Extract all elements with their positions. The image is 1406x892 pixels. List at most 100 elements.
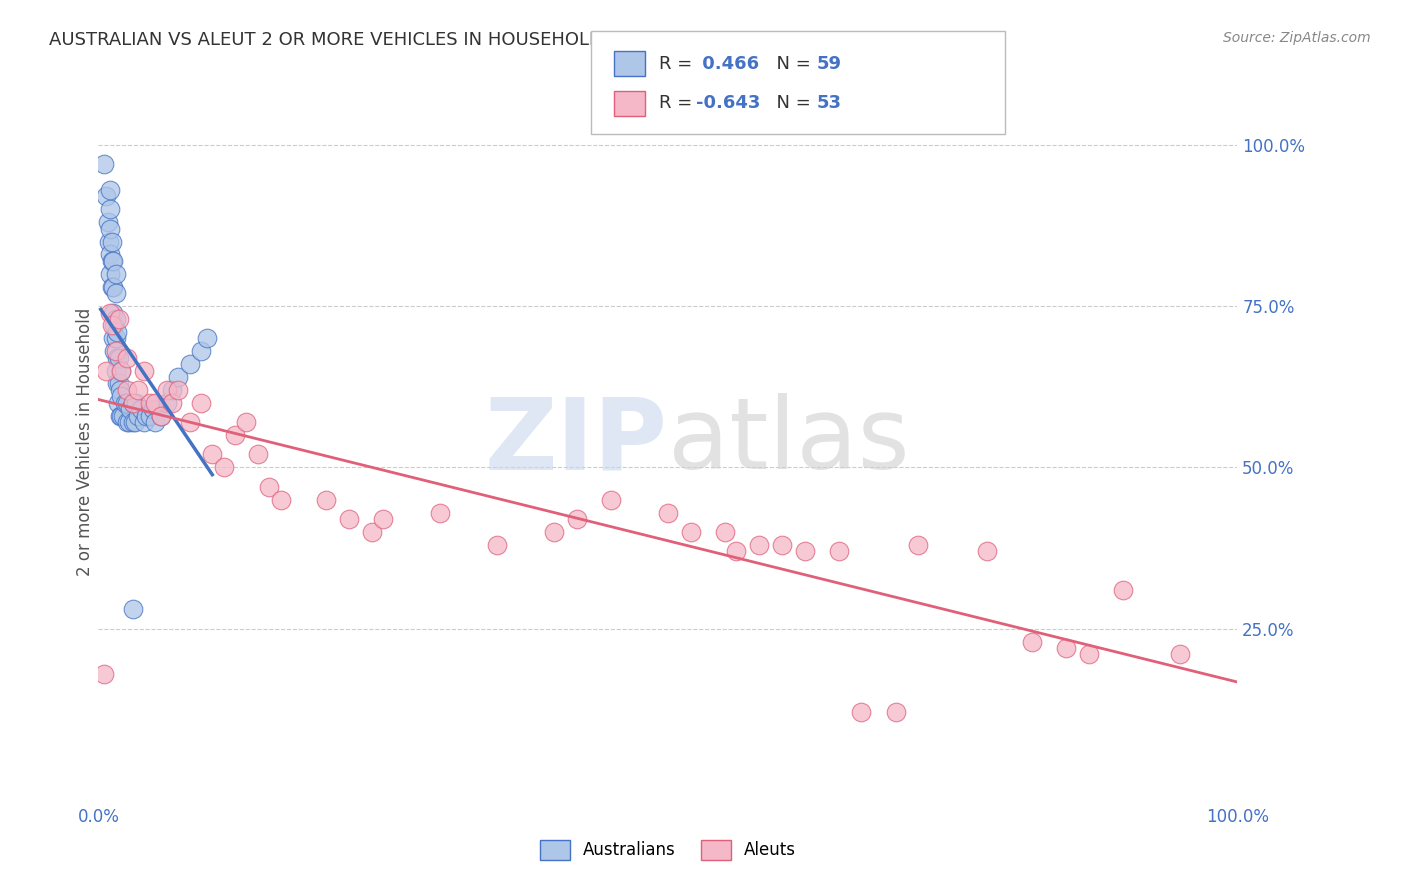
Point (121, 602, 143, 616)
Point (129, 402, 152, 417)
Text: AUSTRALIAN VS ALEUT 2 OR MORE VEHICLES IN HOUSEHOLD CORRELATION CHART: AUSTRALIAN VS ALEUT 2 OR MORE VEHICLES I… (49, 31, 804, 49)
Point (98, 267, 121, 281)
Point (101, 279, 124, 293)
Point (108, 409, 131, 423)
Point (98, 247, 121, 261)
Point (110, 409, 132, 423)
Point (1112, 582, 1135, 597)
Point (103, 331, 125, 345)
Point (138, 409, 160, 423)
Text: ZIP: ZIP (485, 393, 668, 490)
Point (103, 254, 125, 268)
Point (101, 235, 124, 249)
Text: Source: ZipAtlas.com: Source: ZipAtlas.com (1223, 31, 1371, 45)
Point (162, 396, 184, 410)
Point (195, 331, 218, 345)
Point (132, 363, 155, 377)
Point (1021, 634, 1043, 648)
Point (121, 415, 143, 429)
Text: R =: R = (659, 54, 699, 73)
Point (657, 506, 679, 520)
Point (145, 415, 167, 429)
Point (96, 189, 118, 203)
Text: N =: N = (765, 95, 817, 112)
Point (103, 318, 125, 333)
Point (101, 254, 124, 268)
Point (135, 409, 157, 423)
Point (138, 396, 160, 410)
Text: R =: R = (659, 95, 699, 112)
Point (259, 480, 281, 494)
Point (107, 396, 129, 410)
Point (115, 396, 138, 410)
Point (976, 544, 998, 558)
Point (212, 460, 235, 475)
Text: 53: 53 (817, 95, 842, 112)
Point (120, 402, 142, 417)
Point (907, 538, 929, 552)
Point (201, 447, 224, 461)
Point (110, 363, 132, 377)
Point (179, 357, 201, 371)
Text: N =: N = (765, 54, 817, 73)
Point (115, 415, 138, 429)
Point (770, 538, 793, 552)
Point (93, 666, 115, 681)
Legend: Australians, Aleuts: Australians, Aleuts (533, 833, 803, 867)
Point (104, 286, 127, 301)
Point (118, 415, 141, 429)
Point (235, 415, 257, 429)
Point (121, 396, 143, 410)
Point (110, 389, 132, 403)
Point (725, 544, 748, 558)
Point (101, 318, 124, 333)
Point (179, 415, 201, 429)
Point (337, 512, 360, 526)
Point (1078, 648, 1101, 662)
Point (124, 415, 146, 429)
Point (108, 351, 131, 365)
Point (104, 363, 127, 377)
Point (145, 396, 167, 410)
Point (828, 544, 851, 558)
Point (246, 447, 269, 461)
Point (105, 351, 128, 365)
Point (103, 279, 125, 293)
Point (429, 506, 451, 520)
Point (104, 344, 127, 359)
Text: 0.466: 0.466 (696, 54, 759, 73)
Point (105, 376, 128, 391)
Point (97, 235, 120, 249)
Y-axis label: 2 or more Vehicles in Household: 2 or more Vehicles in Household (76, 308, 94, 575)
Point (108, 376, 131, 391)
Point (486, 538, 509, 552)
Point (565, 512, 588, 526)
Point (315, 492, 337, 507)
Point (103, 305, 125, 319)
Point (104, 331, 127, 345)
Text: 59: 59 (817, 54, 842, 73)
Point (679, 524, 702, 539)
Point (748, 538, 770, 552)
Point (125, 396, 148, 410)
Point (851, 706, 873, 720)
Point (98, 183, 121, 197)
Point (142, 402, 165, 417)
Point (98, 202, 121, 217)
Point (132, 415, 155, 429)
Point (150, 409, 173, 423)
Point (127, 383, 149, 397)
Point (115, 383, 138, 397)
Point (114, 396, 136, 410)
Point (190, 344, 212, 359)
Point (96, 363, 118, 377)
Point (98, 221, 121, 235)
Point (1170, 648, 1192, 662)
Point (156, 383, 179, 397)
Point (103, 344, 125, 359)
Point (360, 524, 382, 539)
Point (190, 396, 212, 410)
Point (93, 157, 115, 171)
Point (600, 492, 623, 507)
Point (104, 267, 127, 281)
